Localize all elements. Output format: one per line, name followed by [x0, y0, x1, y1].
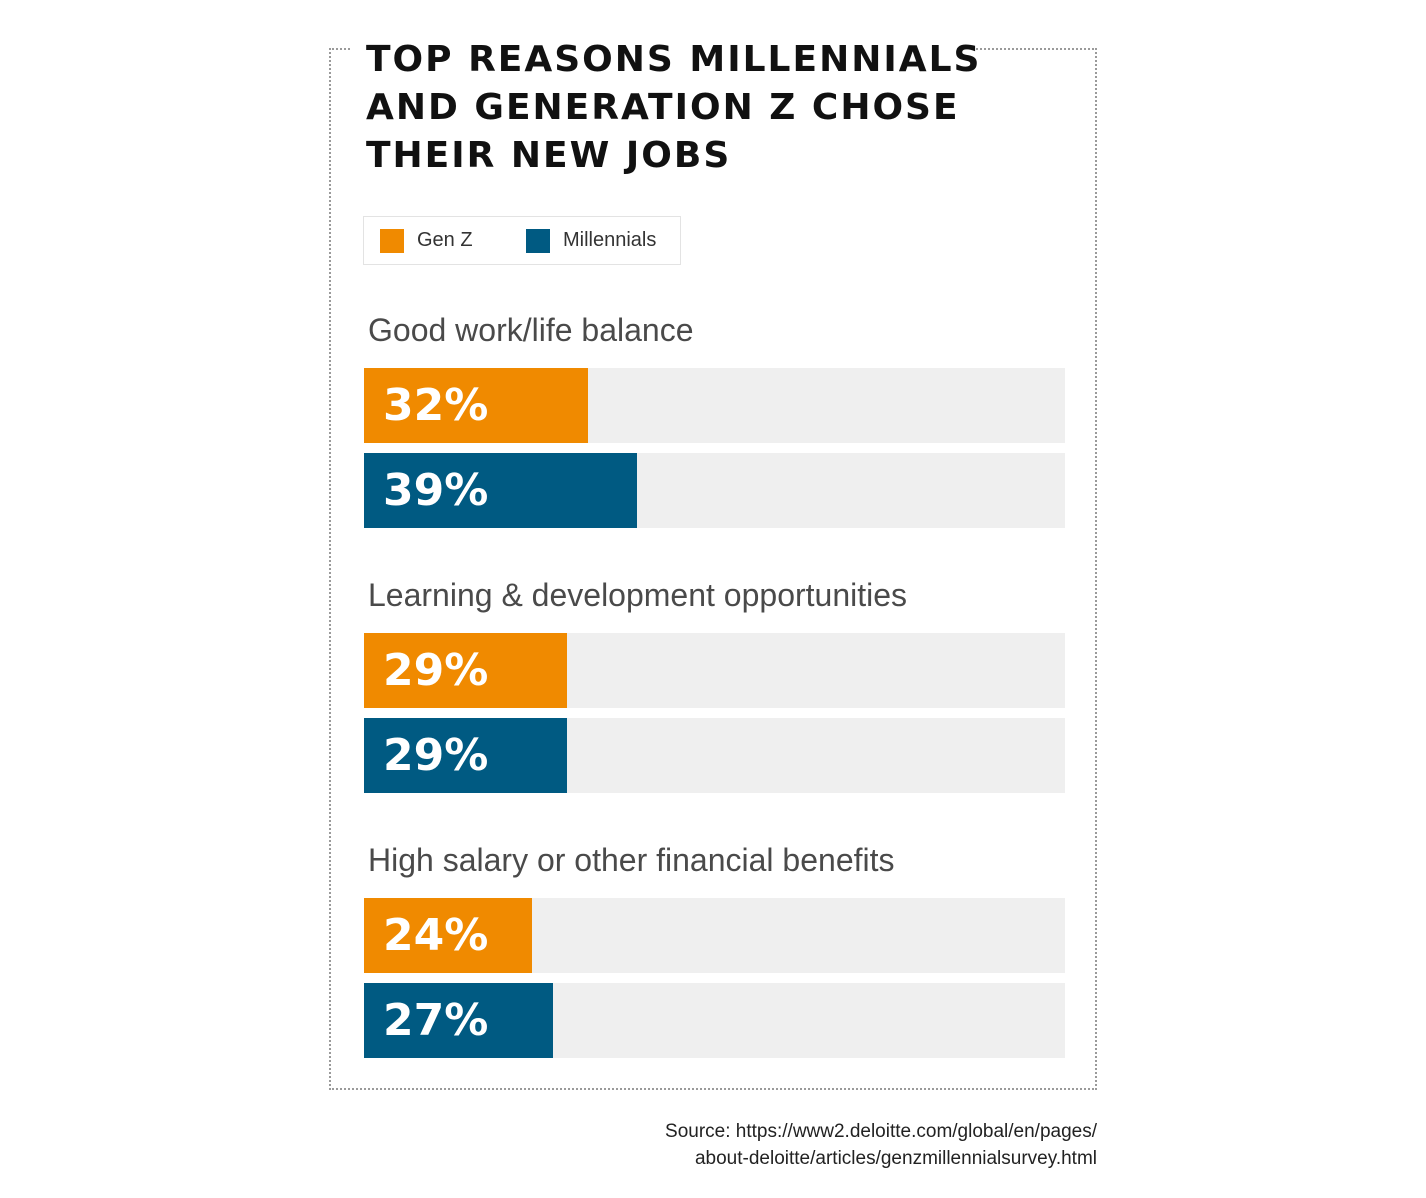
bar-value-label: 29% [383, 730, 489, 781]
bar-track: 29% [364, 718, 1065, 793]
bar-gen-z: 24% [364, 898, 532, 973]
bar-track: 29% [364, 633, 1065, 708]
legend-label-gen-z: Gen Z [417, 229, 473, 251]
legend-label-millennials: Millennials [563, 229, 657, 251]
bar-track: 27% [364, 983, 1065, 1058]
bar-millennials: 27% [364, 983, 553, 1058]
bar-track: 24% [364, 898, 1065, 973]
source-note: Source: https://www2.deloitte.com/global… [665, 1118, 1097, 1172]
chart-title-line-1: TOP REASONS MILLENNIALS [366, 39, 982, 80]
chart-title-line-2: AND GENERATION Z CHOSE [366, 87, 960, 128]
bar-millennials: 29% [364, 718, 567, 793]
bar-gen-z: 29% [364, 633, 567, 708]
bar-value-label: 24% [383, 910, 489, 961]
chart-title-line-3: THEIR NEW JOBS [366, 135, 732, 176]
bar-track: 39% [364, 453, 1065, 528]
bar-value-label: 29% [383, 645, 489, 696]
bar-millennials: 39% [364, 453, 637, 528]
chart-title: TOP REASONS MILLENNIALS AND GENERATION Z… [366, 36, 1006, 180]
legend-swatch-gen-z [380, 228, 404, 253]
legend-item-millennials: Millennials [526, 217, 656, 264]
legend: Gen Z Millennials [363, 216, 681, 265]
category-label: Learning & development opportunities [368, 577, 908, 613]
bar-track: 32% [364, 368, 1065, 443]
legend-swatch-millennials [526, 228, 550, 253]
legend-item-gen-z: Gen Z [380, 217, 473, 264]
source-line-1: Source: https://www2.deloitte.com/global… [665, 1121, 1097, 1142]
bar-value-label: 27% [383, 995, 489, 1046]
bar-gen-z: 32% [364, 368, 588, 443]
category-label: High salary or other financial benefits [368, 842, 895, 878]
category-label: Good work/life balance [368, 312, 694, 348]
source-line-2: about-deloitte/articles/genzmillennialsu… [694, 1148, 1097, 1169]
bar-value-label: 39% [383, 465, 489, 516]
bar-value-label: 32% [383, 380, 489, 431]
